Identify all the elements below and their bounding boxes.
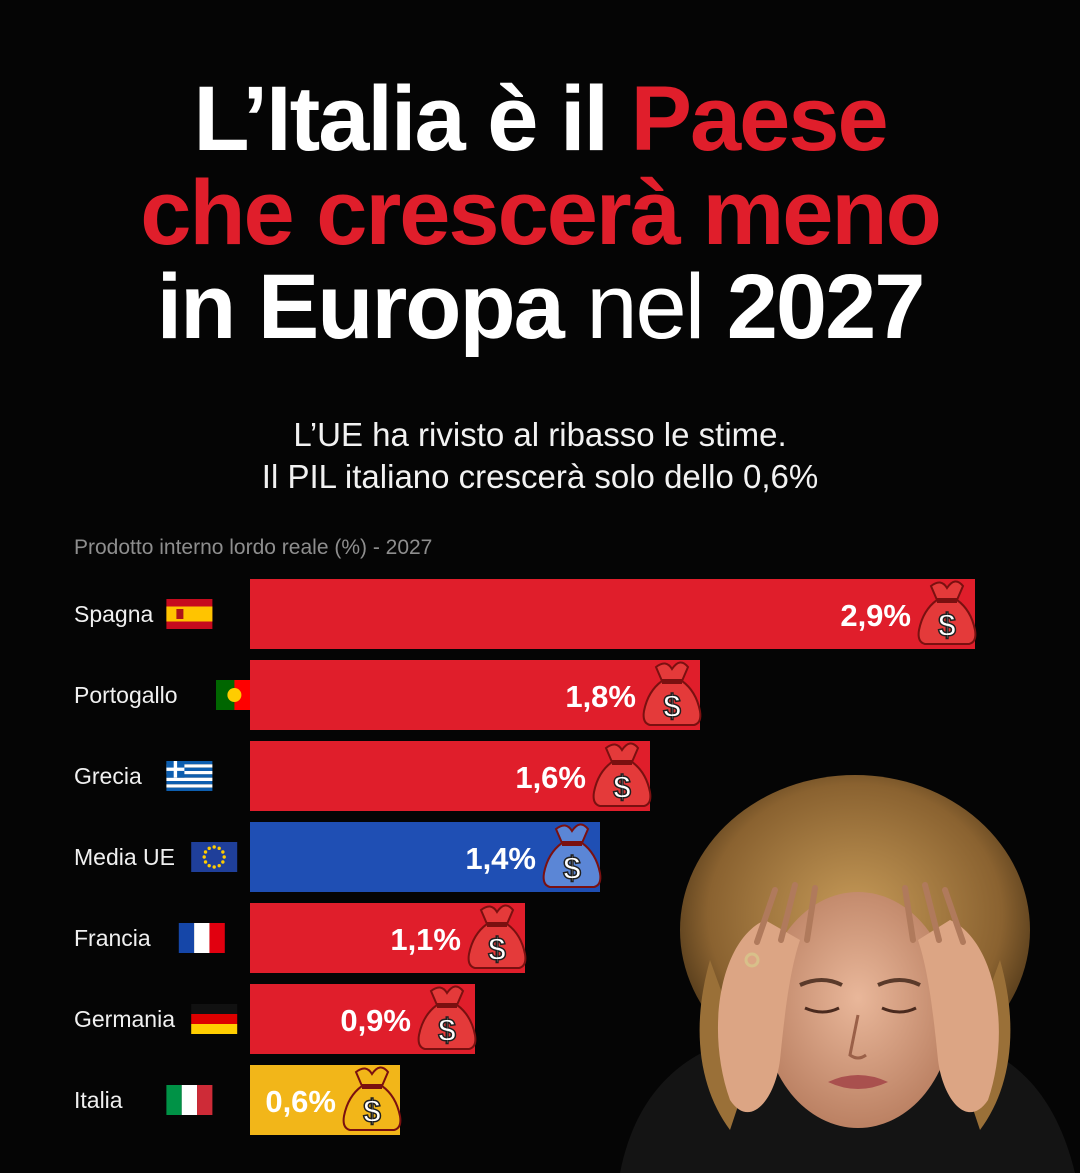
dollar-sign: $	[613, 769, 631, 805]
money-bag-body	[917, 580, 977, 645]
subtitle-line-1: L’UE ha rivisto al ribasso le stime.	[293, 416, 787, 453]
chart-title: Prodotto interno lordo reale (%) - 2027	[74, 536, 433, 559]
category-label: Italia	[74, 1087, 123, 1113]
bar-row: Germania $0,9%	[74, 984, 477, 1054]
category-label: Francia	[74, 925, 151, 951]
value-label: 1,1%	[390, 922, 461, 957]
money-bag-body	[467, 904, 527, 969]
money-bag-tie	[437, 1003, 457, 1008]
money-bag-body	[542, 823, 602, 888]
value-label: 1,6%	[515, 760, 586, 795]
money-bag-body	[342, 1066, 402, 1131]
bar	[250, 741, 650, 811]
money-bag-icon: $	[642, 661, 702, 726]
headline-line-3: in Europa nel 2027	[0, 260, 1080, 354]
value-label: 1,4%	[465, 841, 536, 876]
headline-line-1: L’Italia è il Paese	[0, 72, 1080, 166]
dollar-sign: $	[438, 1012, 456, 1048]
money-bag-icon: $	[917, 580, 977, 645]
bar-row: Francia $1,1%	[74, 903, 527, 973]
bar-row: Portogallo $1,8%	[74, 660, 702, 730]
category-label: Media UE	[74, 844, 175, 870]
category-label: Portogallo	[74, 682, 178, 708]
value-label: 0,9%	[340, 1003, 411, 1038]
bar-chart: Spagna $2,9% Portogallo $1,8% Grecia $1,6% Med…	[74, 579, 977, 1135]
bar-row: Media UE $1,4%	[74, 822, 602, 892]
money-bag-icon: $	[542, 823, 602, 888]
headline-line-2: che crescerà meno	[140, 162, 942, 264]
headline-part: nel	[586, 256, 727, 358]
category-label: Spagna	[74, 601, 154, 627]
money-bag-tie	[662, 679, 682, 684]
dollar-sign: $	[563, 850, 581, 886]
money-bag-tie	[937, 598, 957, 603]
money-bag-body	[642, 661, 702, 726]
headline-part: L’Italia è il	[193, 68, 631, 170]
money-bag-body	[417, 985, 477, 1050]
money-bag-tie	[362, 1084, 382, 1089]
money-bag-icon: $	[342, 1066, 402, 1131]
dollar-sign: $	[663, 688, 681, 724]
money-bag-tie	[612, 760, 632, 765]
dollar-sign: $	[488, 931, 506, 967]
stressed-person-photo	[620, 775, 1075, 1173]
value-label: 2,9%	[840, 598, 911, 633]
value-label: 0,6%	[265, 1084, 336, 1119]
bar	[250, 579, 975, 649]
headline-year: 2027	[726, 256, 926, 358]
money-bag-tie	[487, 922, 507, 927]
category-label: Grecia	[74, 763, 142, 789]
value-label: 1,8%	[565, 679, 636, 714]
subtitle-line-2: Il PIL italiano crescerà solo dello 0,6%	[261, 458, 819, 495]
money-bag-body	[592, 742, 652, 807]
money-bag-icon: $	[467, 904, 527, 969]
subtitle: L’UE ha rivisto al ribasso le stime. Il …	[0, 414, 1080, 498]
dollar-sign: $	[938, 607, 956, 643]
headline: L’Italia è il Paese che crescerà meno in…	[0, 72, 1080, 354]
bar-row: Grecia $1,6%	[74, 741, 652, 811]
category-label: Germania	[74, 1006, 175, 1032]
bar	[250, 822, 600, 892]
headline-highlight: Paese	[630, 68, 889, 170]
money-bag-icon: $	[417, 985, 477, 1050]
headline-part: in Europa	[156, 256, 587, 358]
money-bag-tie	[562, 841, 582, 846]
bar-row: Italia $0,6%	[74, 1065, 402, 1135]
bar	[250, 660, 700, 730]
bar-row: Spagna $2,9%	[74, 579, 977, 649]
money-bag-icon: $	[592, 742, 652, 807]
dollar-sign: $	[363, 1093, 381, 1129]
